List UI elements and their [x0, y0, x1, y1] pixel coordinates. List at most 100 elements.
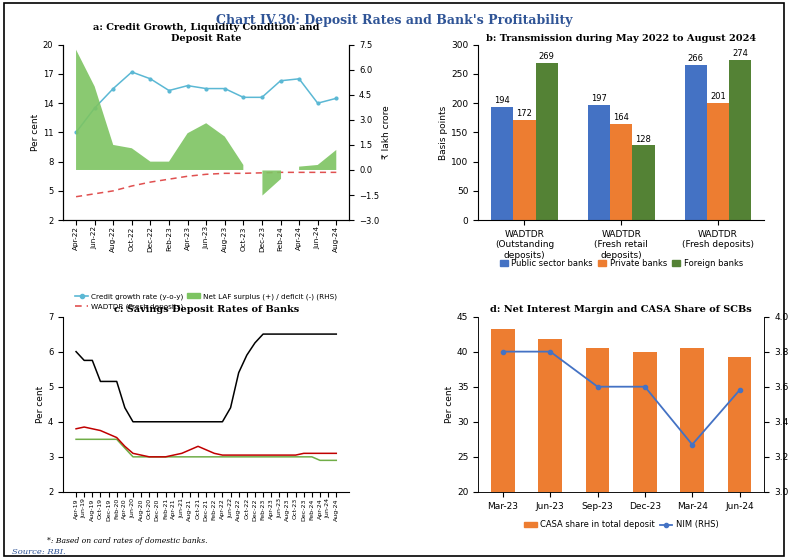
Line: Median savings rate*: Median savings rate* — [76, 439, 336, 461]
Weighted average savings deposit rate — [299, 450, 308, 457]
Text: 197: 197 — [591, 94, 607, 103]
Repo rate — [234, 369, 243, 376]
Median savings rate* — [202, 453, 211, 460]
NIM (RHS) — [498, 348, 507, 355]
Bar — [538, 339, 562, 559]
Weighted average savings deposit rate — [177, 450, 187, 457]
Bar — [491, 329, 515, 559]
Median savings rate* — [332, 457, 341, 464]
Median savings rate* — [185, 453, 195, 460]
Repo rate — [87, 357, 97, 364]
Median savings rate* — [161, 453, 170, 460]
Weighted average savings deposit rate — [283, 452, 292, 458]
Bar — [632, 145, 655, 220]
Weighted average savings deposit rate — [153, 453, 162, 460]
Median savings rate* — [72, 436, 81, 443]
Weighted average savings deposit rate — [275, 452, 284, 458]
Repo rate — [169, 419, 178, 425]
Repo rate — [72, 348, 81, 355]
Bar — [513, 120, 536, 220]
Median savings rate* — [153, 453, 162, 460]
Repo rate — [112, 378, 121, 385]
Median savings rate* — [193, 453, 203, 460]
Title: b: Transmission during May 2022 to August 2024: b: Transmission during May 2022 to Augus… — [486, 34, 756, 42]
Repo rate — [275, 331, 284, 338]
Y-axis label: Per cent: Per cent — [31, 114, 40, 151]
Median savings rate* — [251, 453, 260, 460]
Repo rate — [299, 331, 308, 338]
Repo rate — [128, 419, 138, 425]
Text: 269: 269 — [539, 52, 555, 61]
NIM (RHS) — [734, 387, 744, 394]
Title: c: Savings Deposit Rates of Banks: c: Savings Deposit Rates of Banks — [113, 305, 299, 314]
Median savings rate* — [104, 436, 113, 443]
Repo rate — [153, 419, 162, 425]
Repo rate — [95, 378, 105, 385]
Repo rate — [226, 404, 236, 411]
Text: 172: 172 — [517, 109, 533, 118]
Median savings rate* — [217, 453, 227, 460]
Repo rate — [136, 419, 146, 425]
Median savings rate* — [226, 453, 236, 460]
Weighted average savings deposit rate — [266, 452, 276, 458]
Repo rate — [307, 331, 317, 338]
Weighted average savings deposit rate — [251, 452, 260, 458]
Repo rate — [323, 331, 333, 338]
Repo rate — [315, 331, 325, 338]
Bar — [680, 348, 704, 559]
Median savings rate* — [95, 436, 105, 443]
Repo rate — [120, 404, 129, 411]
Median savings rate* — [87, 436, 97, 443]
Text: 266: 266 — [688, 54, 704, 63]
Median savings rate* — [283, 453, 292, 460]
Weighted average savings deposit rate — [323, 450, 333, 457]
Weighted average savings deposit rate — [242, 452, 251, 458]
NIM (RHS) — [640, 383, 649, 390]
Weighted average savings deposit rate — [161, 453, 170, 460]
Weighted average savings deposit rate — [136, 452, 146, 458]
Weighted average savings deposit rate — [185, 447, 195, 453]
Text: *: Based on card rates of domestic banks.: *: Based on card rates of domestic banks… — [47, 537, 208, 545]
Repo rate — [80, 357, 89, 364]
Median savings rate* — [120, 445, 129, 452]
Line: NIM (RHS): NIM (RHS) — [501, 349, 742, 447]
Bar — [588, 105, 610, 220]
Line: Repo rate: Repo rate — [76, 334, 336, 422]
Weighted average savings deposit rate — [120, 443, 129, 449]
Weighted average savings deposit rate — [95, 427, 105, 434]
Text: 164: 164 — [613, 113, 629, 122]
Weighted average savings deposit rate — [217, 452, 227, 458]
Median savings rate* — [210, 453, 219, 460]
Repo rate — [104, 378, 113, 385]
NIM (RHS) — [545, 348, 555, 355]
Text: Chart IV.30: Deposit Rates and Bank's Profitability: Chart IV.30: Deposit Rates and Bank's Pr… — [216, 14, 572, 27]
Median savings rate* — [307, 453, 317, 460]
Text: Source: RBI.: Source: RBI. — [12, 548, 65, 556]
Line: Weighted average savings deposit rate: Weighted average savings deposit rate — [76, 427, 336, 457]
Median savings rate* — [323, 457, 333, 464]
Text: 194: 194 — [494, 96, 510, 105]
Weighted average savings deposit rate — [80, 424, 89, 430]
Repo rate — [217, 419, 227, 425]
Weighted average savings deposit rate — [210, 450, 219, 457]
Weighted average savings deposit rate — [226, 452, 236, 458]
Weighted average savings deposit rate — [169, 452, 178, 458]
Repo rate — [291, 331, 300, 338]
Weighted average savings deposit rate — [128, 450, 138, 457]
Y-axis label: ₹ lakh crore: ₹ lakh crore — [382, 106, 391, 159]
Bar — [633, 352, 656, 559]
Weighted average savings deposit rate — [234, 452, 243, 458]
Median savings rate* — [275, 453, 284, 460]
Y-axis label: Per cent: Per cent — [445, 386, 454, 423]
Median savings rate* — [266, 453, 276, 460]
Median savings rate* — [234, 453, 243, 460]
Y-axis label: Per cent: Per cent — [36, 386, 45, 423]
Weighted average savings deposit rate — [291, 452, 300, 458]
Bar — [585, 348, 609, 559]
Weighted average savings deposit rate — [258, 452, 268, 458]
Median savings rate* — [128, 453, 138, 460]
Weighted average savings deposit rate — [332, 450, 341, 457]
Weighted average savings deposit rate — [202, 447, 211, 453]
Median savings rate* — [258, 453, 268, 460]
Text: 201: 201 — [710, 92, 726, 101]
